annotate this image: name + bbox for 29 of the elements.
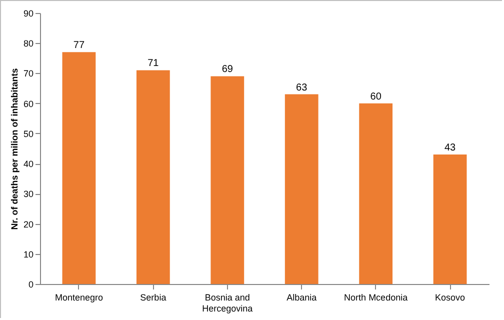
x-tick-label: Serbia [140, 292, 166, 302]
bar [284, 94, 318, 284]
bar [359, 103, 393, 284]
x-tick-label: Bosnia and Hercegovina [202, 292, 253, 314]
data-label: 69 [222, 64, 234, 76]
y-tick-label: 70 [23, 68, 34, 79]
y-tick-label: 0 [28, 280, 34, 290]
bar [62, 52, 96, 284]
y-tick-label: 10 [23, 249, 34, 260]
data-label: 63 [296, 82, 308, 94]
data-label: 71 [148, 58, 160, 70]
data-label: 60 [370, 91, 382, 102]
y-tick-label: 50 [23, 128, 34, 139]
y-tick-label: 60 [23, 98, 34, 109]
y-tick-label: 80 [23, 38, 34, 49]
y-tick-label: 20 [23, 219, 34, 230]
data-label: 43 [444, 142, 456, 154]
y-tick-label: 30 [23, 189, 34, 200]
bar [433, 154, 467, 284]
x-tick-label: North Mcedonia [344, 292, 408, 302]
x-tick-label: Montenegro [54, 292, 103, 302]
x-tick-label: Albania [286, 292, 317, 302]
bar [136, 70, 170, 284]
y-axis-title: Nr. of deaths per milion of inhabitants [9, 68, 20, 230]
data-label: 77 [73, 40, 85, 52]
x-tick-label: Kosovo [435, 292, 466, 302]
bar [210, 76, 244, 284]
y-tick-label: 90 [23, 8, 34, 18]
y-tick-label: 40 [23, 159, 34, 170]
